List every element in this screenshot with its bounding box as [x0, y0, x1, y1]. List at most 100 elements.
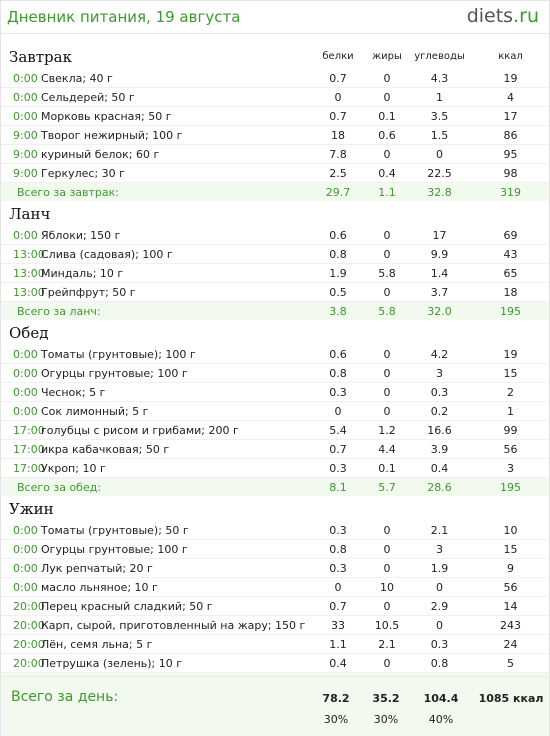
- food-name[interactable]: Сок лимонный; 5 г: [41, 401, 310, 421]
- food-name[interactable]: Слива (садовая); 100 г: [41, 244, 310, 264]
- food-name[interactable]: Свекла; 40 г: [41, 69, 310, 88]
- food-name[interactable]: масло льняное; 10 г: [41, 577, 310, 597]
- food-protein: 2.5: [309, 163, 368, 183]
- diary-body: Завтрак белки жиры углеводы ккал 0:00 Свекла; …: [1, 44, 550, 691]
- food-name[interactable]: Томаты (грунтовые); 100 г: [41, 345, 310, 364]
- meal-header: Ужин: [1, 496, 549, 521]
- food-fat: 0: [367, 558, 408, 578]
- meal-header: Завтрак белки жиры углеводы ккал: [1, 44, 549, 69]
- food-row[interactable]: 0:00 Сок лимонный; 5 г 0 0 0.2 1: [1, 401, 550, 421]
- site-logo[interactable]: diets.ru: [467, 5, 539, 27]
- food-row[interactable]: 17:00 голубцы с рисом и грибами; 200 г 5.4…: [1, 420, 550, 440]
- food-name[interactable]: Миндаль; 10 г: [41, 263, 310, 283]
- day-carbs: 104.4: [423, 692, 459, 705]
- food-name[interactable]: Яблоки; 150 г: [41, 226, 310, 245]
- food-kcal: 10: [472, 521, 550, 540]
- food-carbs: 4.3: [407, 69, 473, 88]
- food-row[interactable]: 0:00 Морковь красная; 50 г 0.7 0.1 3.5 17: [1, 106, 550, 126]
- food-kcal: 17: [472, 106, 550, 126]
- food-row[interactable]: 0:00 Чеснок; 5 г 0.3 0 0.3 2: [1, 382, 550, 402]
- food-row[interactable]: 17:00 икра кабачковая; 50 г 0.7 4.4 3.9 56: [1, 439, 550, 459]
- food-row[interactable]: 0:00 Томаты (грунтовые); 100 г 0.6 0 4.2 19: [1, 345, 550, 364]
- food-row[interactable]: 20:00 Карп, сырой, приготовленный на жару…: [1, 615, 550, 635]
- page-header: Дневник питания, 19 августа diets.ru: [1, 1, 549, 33]
- meal-total-fat: 1.1: [367, 182, 408, 201]
- food-fat: 0: [367, 69, 408, 88]
- food-carbs: 3.7: [407, 282, 473, 302]
- food-name[interactable]: Томаты (грунтовые); 50 г: [41, 521, 310, 540]
- day-fat-pct: 30%: [373, 713, 399, 726]
- food-name[interactable]: Огурцы грунтовые; 100 г: [41, 539, 310, 559]
- food-row[interactable]: 0:00 Огурцы грунтовые; 100 г 0.8 0 3 15: [1, 363, 550, 383]
- food-row[interactable]: 20:00 Перец красный сладкий; 50 г 0.7 0 2.9 1…: [1, 596, 550, 616]
- food-carbs: 3: [407, 363, 473, 383]
- food-name[interactable]: Лук репчатый; 20 г: [41, 558, 310, 578]
- column-header-carbs: углеводы: [414, 51, 465, 62]
- meal-title: Ужин: [9, 499, 54, 518]
- meal-total-protein: 29.7: [309, 182, 368, 201]
- food-time: 0:00: [1, 558, 41, 578]
- food-diary: Завтрак белки жиры углеводы ккал 0:00 Свекла; …: [1, 44, 550, 691]
- food-row[interactable]: 20:00 Лён, семя льна; 5 г 1.1 2.1 0.3 24: [1, 634, 550, 654]
- food-carbs: 9.9: [407, 244, 473, 264]
- food-row[interactable]: 0:00 Лук репчатый; 20 г 0.3 0 1.9 9: [1, 558, 550, 578]
- food-kcal: 65: [472, 263, 550, 283]
- food-name[interactable]: Творог нежирный; 100 г: [41, 125, 310, 145]
- food-carbs: 0.2: [407, 401, 473, 421]
- food-name[interactable]: Чеснок; 5 г: [41, 382, 310, 402]
- food-fat: 0: [367, 144, 408, 164]
- food-fat: 0: [367, 382, 408, 402]
- food-name[interactable]: Морковь красная; 50 г: [41, 106, 310, 126]
- food-row[interactable]: 0:00 масло льняное; 10 г 0 10 0 56: [1, 577, 550, 597]
- food-row[interactable]: 9:00 Творог нежирный; 100 г 18 0.6 1.5 86: [1, 125, 550, 145]
- food-kcal: 18: [472, 282, 550, 302]
- food-name[interactable]: Огурцы грунтовые; 100 г: [41, 363, 310, 383]
- food-row[interactable]: 0:00 Томаты (грунтовые); 50 г 0.3 0 2.1 10: [1, 521, 550, 540]
- food-time: 9:00: [1, 125, 41, 145]
- food-kcal: 69: [472, 226, 550, 245]
- food-protein: 33: [309, 615, 368, 635]
- food-name[interactable]: Геркулес; 30 г: [41, 163, 310, 183]
- food-fat: 0: [367, 596, 408, 616]
- food-row[interactable]: 0:00 Яблоки; 150 г 0.6 0 17 69: [1, 226, 550, 245]
- food-protein: 0.7: [309, 69, 368, 88]
- food-kcal: 56: [472, 577, 550, 597]
- food-row[interactable]: 0:00 Свекла; 40 г 0.7 0 4.3 19: [1, 69, 550, 88]
- food-row[interactable]: 13:00 Слива (садовая); 100 г 0.8 0 9.9 43: [1, 244, 550, 264]
- food-fat: 0: [367, 401, 408, 421]
- food-row[interactable]: 13:00 Миндаль; 10 г 1.9 5.8 1.4 65: [1, 263, 550, 283]
- food-name[interactable]: Перец красный сладкий; 50 г: [41, 596, 310, 616]
- day-kcal: 1085 ккал: [478, 692, 544, 705]
- food-row[interactable]: 13:00 Грейпфрут; 50 г 0.5 0 3.7 18: [1, 282, 550, 302]
- food-kcal: 9: [472, 558, 550, 578]
- food-name[interactable]: Укроп; 10 г: [41, 458, 310, 478]
- header-divider: [1, 33, 549, 34]
- food-name[interactable]: Карп, сырой, приготовленный на жару; 150…: [41, 615, 310, 635]
- food-name[interactable]: Лён, семя льна; 5 г: [41, 634, 310, 654]
- food-protein: 0.6: [309, 226, 368, 245]
- food-kcal: 24: [472, 634, 550, 654]
- food-time: 0:00: [1, 577, 41, 597]
- food-name[interactable]: куриный белок; 60 г: [41, 144, 310, 164]
- food-row[interactable]: 0:00 Огурцы грунтовые; 100 г 0.8 0 3 15: [1, 539, 550, 559]
- food-name[interactable]: икра кабачковая; 50 г: [41, 439, 310, 459]
- column-header-protein: белки: [322, 51, 354, 62]
- food-row[interactable]: 20:00 Петрушка (зелень); 10 г 0.4 0 0.8 5: [1, 653, 550, 673]
- food-kcal: 15: [472, 539, 550, 559]
- food-row[interactable]: 9:00 Геркулес; 30 г 2.5 0.4 22.5 98: [1, 163, 550, 183]
- food-time: 0:00: [1, 226, 41, 245]
- food-name[interactable]: голубцы с рисом и грибами; 200 г: [41, 420, 310, 440]
- food-row[interactable]: 17:00 Укроп; 10 г 0.3 0.1 0.4 3: [1, 458, 550, 478]
- meal-total-kcal: 195: [472, 477, 550, 496]
- page-title: Дневник питания, 19 августа: [7, 8, 241, 26]
- day-total-label: Всего за день:: [11, 689, 119, 705]
- food-time: 17:00: [1, 458, 45, 478]
- food-row[interactable]: 9:00 куриный белок; 60 г 7.8 0 0 95: [1, 144, 550, 164]
- food-carbs: 1.5: [407, 125, 473, 145]
- food-name[interactable]: Петрушка (зелень); 10 г: [41, 653, 310, 673]
- food-kcal: 1: [472, 401, 550, 421]
- food-name[interactable]: Сельдерей; 50 г: [41, 87, 310, 107]
- food-time: 9:00: [1, 163, 41, 183]
- food-name[interactable]: Грейпфрут; 50 г: [41, 282, 310, 302]
